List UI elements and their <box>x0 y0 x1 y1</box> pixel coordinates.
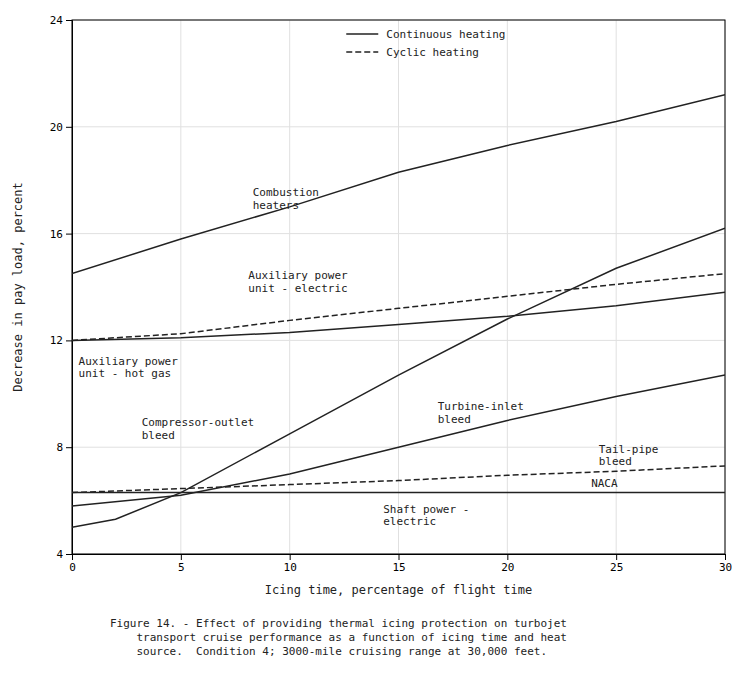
tick-mark <box>290 554 291 560</box>
tick: 16 <box>50 228 72 241</box>
legend-label: Continuous heating <box>386 28 505 41</box>
tick: 20 <box>501 554 514 574</box>
tick-label: 12 <box>50 334 63 347</box>
tick: 25 <box>610 554 623 574</box>
tick: 10 <box>284 554 297 574</box>
y-axis-title: Decrease in pay load, percent <box>11 182 25 392</box>
plot: 0 5 10 15 20 25 30 4 8 12 16 20 24 Combustionheaters A… <box>50 14 732 574</box>
series-line <box>72 466 725 493</box>
tick: 20 <box>50 121 72 134</box>
tick-mark <box>399 554 400 560</box>
tick: 8 <box>56 441 72 454</box>
tick: 30 <box>719 554 732 574</box>
legend-label: Cyclic heating <box>386 46 479 59</box>
tick-mark <box>725 554 726 560</box>
annotation: Auxiliary powerunit - electric <box>248 269 348 295</box>
tick-mark <box>181 554 182 560</box>
tick-label: 16 <box>50 228 63 241</box>
legend-swatch <box>346 51 378 53</box>
legend-swatch <box>346 33 378 35</box>
annotation: Tail-pipebleed <box>599 443 659 469</box>
grid-line-y <box>72 126 725 127</box>
title: Figure 14. - Effect of providing thermal… <box>110 617 567 659</box>
annotation: Shaft power -electric <box>383 503 469 529</box>
tick-label: 15 <box>392 561 405 574</box>
plot-frame <box>72 20 725 554</box>
tick: 0 <box>69 554 76 574</box>
grid-line-y <box>72 340 725 341</box>
tick-label: 20 <box>50 121 63 134</box>
tick-label: 0 <box>69 561 76 574</box>
tick-mark <box>66 447 72 448</box>
tick: 15 <box>392 554 405 574</box>
tick: 24 <box>50 14 72 27</box>
grid-line-x <box>398 20 399 554</box>
tick-label: 25 <box>610 561 623 574</box>
tick-mark <box>66 234 72 235</box>
grid-line-x <box>180 20 181 554</box>
tick-mark <box>66 20 72 21</box>
x-axis-title: Icing time, percentage of flight time <box>265 583 532 597</box>
tick-mark <box>507 554 508 560</box>
tick: 12 <box>50 334 72 347</box>
annotation: Combustionheaters <box>253 186 319 212</box>
annotation: NACA <box>591 477 618 490</box>
axis-line <box>73 555 726 561</box>
tick-label: 5 <box>178 561 185 574</box>
grid-line-x <box>616 20 617 554</box>
legend-item: Cyclic heating <box>346 46 479 59</box>
tick-mark <box>616 554 617 560</box>
tick-label: 4 <box>56 548 63 561</box>
grid <box>72 20 725 554</box>
tick: 4 <box>56 548 72 561</box>
series-line <box>72 228 725 527</box>
tick: 5 <box>178 554 185 574</box>
series-line <box>72 292 725 340</box>
annotation: Auxiliary powerunit - hot gas <box>79 355 179 381</box>
lines <box>72 95 725 528</box>
series-line <box>72 274 725 341</box>
grid-line-x <box>507 20 508 554</box>
tick-mark <box>66 127 72 128</box>
series-line <box>72 95 725 274</box>
series-line <box>72 492 725 494</box>
tick-label: 30 <box>719 561 732 574</box>
tick-mark <box>66 340 72 341</box>
tick-label: 10 <box>284 561 297 574</box>
annotation: Turbine-inletbleed <box>438 400 524 426</box>
tick-mark <box>66 554 72 555</box>
tick-label: 24 <box>50 14 64 27</box>
tick-label: 20 <box>501 561 514 574</box>
annotation: Compressor-outletbleed <box>142 416 255 442</box>
grid-line-y <box>72 233 725 234</box>
x-axis: 0 5 10 15 20 25 30 <box>69 554 732 574</box>
series-line <box>72 375 725 506</box>
tick-label: 8 <box>56 441 63 454</box>
y-axis: 4 8 12 16 20 24 <box>50 14 73 561</box>
legend-item: Continuous heating <box>346 28 505 41</box>
chart: 0 5 10 15 20 25 30 4 8 12 16 20 24 Combustionheaters A… <box>0 0 750 686</box>
legend: Continuous heating Cyclic heating <box>346 28 505 59</box>
annotations: Combustionheaters Auxiliary powerunit - e… <box>79 186 659 528</box>
